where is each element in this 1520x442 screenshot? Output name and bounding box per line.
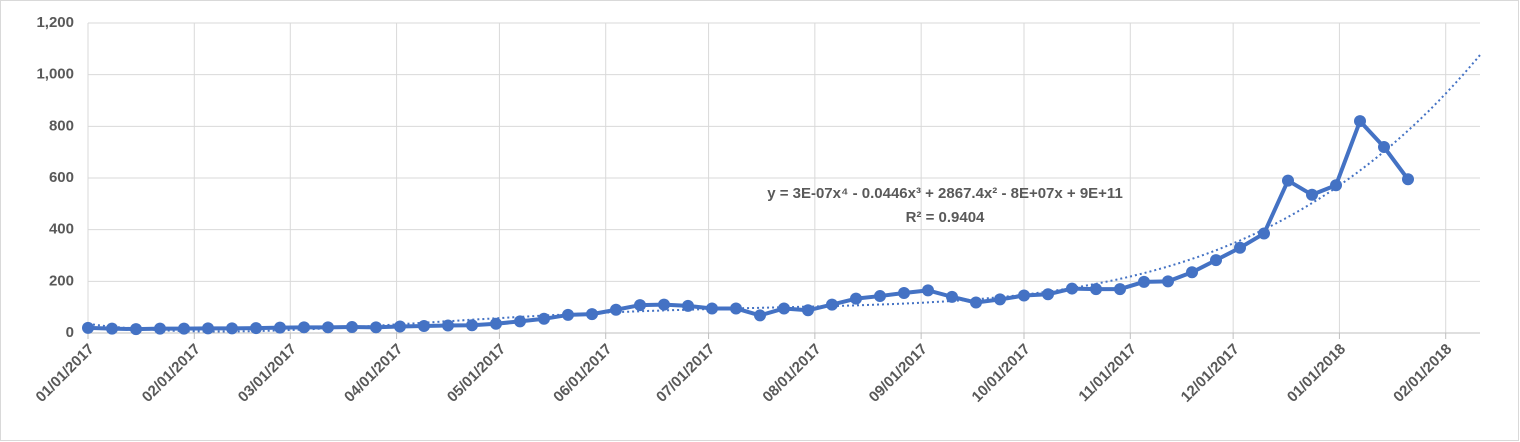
marker bbox=[922, 284, 934, 297]
marker bbox=[826, 298, 838, 311]
annotation: R² = 0.9404 bbox=[906, 209, 985, 226]
marker bbox=[802, 304, 814, 317]
marker bbox=[298, 321, 310, 334]
y-tick-label: 800 bbox=[49, 117, 74, 134]
marker bbox=[1042, 288, 1054, 301]
y-tick-label: 0 bbox=[66, 324, 74, 341]
y-tick-label: 1,200 bbox=[36, 14, 74, 31]
marker bbox=[898, 286, 910, 299]
marker bbox=[970, 296, 982, 309]
marker bbox=[370, 321, 382, 334]
marker bbox=[778, 302, 790, 315]
marker bbox=[1018, 289, 1030, 302]
marker bbox=[466, 319, 478, 332]
marker bbox=[106, 322, 118, 335]
marker bbox=[1258, 227, 1270, 240]
marker bbox=[730, 302, 742, 315]
marker bbox=[202, 322, 214, 335]
marker bbox=[1162, 275, 1174, 288]
marker bbox=[514, 315, 526, 328]
marker bbox=[706, 302, 718, 315]
y-tick-label: 600 bbox=[49, 169, 74, 186]
marker bbox=[226, 322, 238, 335]
marker bbox=[418, 320, 430, 333]
marker bbox=[1234, 241, 1246, 254]
marker bbox=[586, 308, 598, 321]
marker bbox=[874, 290, 886, 303]
marker bbox=[346, 321, 358, 334]
marker bbox=[1066, 282, 1078, 295]
marker bbox=[634, 299, 646, 312]
marker bbox=[610, 303, 622, 316]
marker bbox=[1306, 188, 1318, 201]
marker bbox=[562, 308, 574, 321]
y-tick-label: 400 bbox=[49, 221, 74, 238]
marker bbox=[994, 293, 1006, 306]
marker bbox=[1330, 179, 1342, 192]
marker bbox=[946, 290, 958, 303]
marker bbox=[490, 317, 502, 330]
marker bbox=[1282, 174, 1294, 187]
marker bbox=[130, 323, 142, 336]
marker bbox=[1090, 283, 1102, 296]
marker bbox=[178, 322, 190, 335]
marker bbox=[322, 321, 334, 334]
marker bbox=[250, 322, 262, 335]
marker bbox=[82, 321, 94, 334]
marker bbox=[274, 321, 286, 334]
marker bbox=[538, 312, 550, 325]
marker bbox=[658, 298, 670, 311]
marker bbox=[1378, 141, 1390, 153]
marker bbox=[1210, 254, 1222, 267]
marker bbox=[394, 320, 406, 333]
marker bbox=[1402, 173, 1414, 186]
marker bbox=[850, 292, 862, 305]
marker bbox=[1114, 283, 1126, 296]
marker bbox=[1138, 275, 1150, 288]
marker bbox=[1354, 115, 1366, 128]
marker bbox=[442, 319, 454, 332]
y-tick-label: 200 bbox=[49, 272, 74, 289]
marker bbox=[154, 322, 166, 335]
marker bbox=[1186, 266, 1198, 279]
annotation: y = 3E-07x⁴ - 0.0446x³ + 2867.4x² - 8E+0… bbox=[767, 185, 1123, 202]
marker bbox=[754, 309, 766, 322]
marker bbox=[682, 299, 694, 312]
y-tick-label: 1,000 bbox=[36, 66, 74, 83]
